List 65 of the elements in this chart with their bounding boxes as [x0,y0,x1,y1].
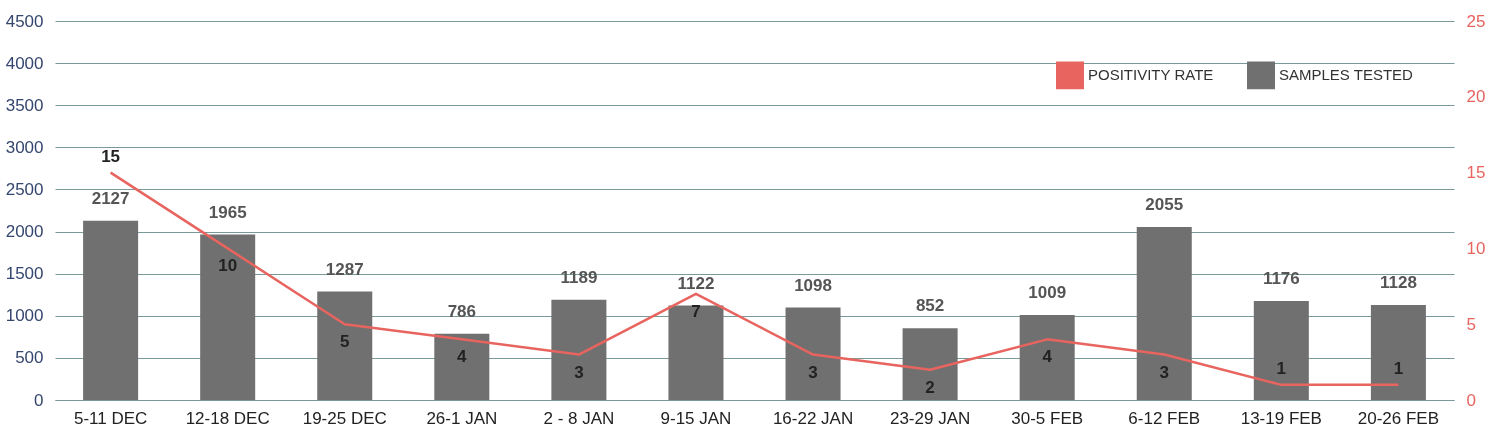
y2-tick-label: 15 [1466,163,1486,183]
data-label: 1287 [325,259,364,279]
y-tick-label: 3000 [5,137,44,157]
x-tick-label: 2 - 8 JAN [543,408,615,428]
data-label: 2 [925,377,935,397]
bar [317,291,373,400]
data-label: 1965 [208,202,247,222]
x-tick-label: 30-5 FEB [1011,408,1084,428]
data-label: 1 [1393,358,1404,378]
x-tick-label: 9-15 JAN [660,408,732,428]
data-label: 3 [1159,362,1169,382]
data-label: 1009 [1028,283,1067,303]
bar [668,305,724,400]
data-label: 1176 [1262,268,1300,288]
data-label: 15 [101,146,121,166]
y-tick-label: 2000 [5,222,44,242]
bar [785,307,841,400]
x-tick-label: 16-22 JAN [772,408,854,428]
data-label: 3 [574,362,584,382]
y-tick-label: 500 [15,348,44,368]
x-tick-label: 5-11 DEC [73,408,148,428]
x-tick-label: 20-26 FEB [1357,408,1440,428]
bar [200,234,256,400]
bar [1136,226,1192,400]
y-tick-label: 4000 [5,53,44,73]
x-tick-label: 12-18 DEC [185,408,270,428]
y2-tick-label: 5 [1466,314,1476,334]
y2-tick-label: 25 [1466,11,1486,31]
data-label: 4 [457,347,468,367]
data-label: 10 [218,256,238,276]
legend-label: SAMPLES TESTED [1279,66,1414,84]
y2-tick-label: 10 [1466,238,1486,258]
y-tick-label: 1500 [5,264,44,284]
bar [1253,300,1309,400]
bar [1019,315,1075,400]
data-label: 3 [808,362,818,382]
bar [551,299,607,400]
data-label: 786 [447,301,477,321]
data-label: 5 [340,332,350,352]
y-tick-label: 0 [34,390,44,410]
x-tick-label: 13-19 FEB [1240,408,1322,428]
y2-tick-label: 20 [1466,87,1486,107]
y-tick-label: 1000 [5,306,44,326]
x-tick-label: 6-12 FEB [1128,408,1201,428]
data-label: 2055 [1145,194,1184,214]
x-tick-label: 23-29 JAN [889,408,971,428]
bar [83,220,139,400]
x-tick-label: 26-1 JAN [426,408,498,428]
data-label: 7 [691,301,701,321]
data-label: 4 [1042,347,1053,367]
bar [434,333,490,400]
x-tick-label: 19-25 DEC [302,408,387,428]
data-label: 1122 [677,273,715,293]
bar [902,328,958,400]
legend-label: POSITIVITY RATE [1088,66,1214,84]
data-label: 852 [915,296,945,316]
y-tick-label: 3500 [5,95,44,115]
data-label: 1098 [794,275,832,295]
bar [1370,305,1426,400]
data-label: 2127 [91,188,130,208]
data-label: 1128 [1379,273,1417,292]
y-tick-label: 4500 [5,11,44,31]
data-label: 1 [1276,358,1287,378]
y2-tick-label: 0 [1466,390,1476,410]
y-tick-label: 2500 [5,179,44,199]
